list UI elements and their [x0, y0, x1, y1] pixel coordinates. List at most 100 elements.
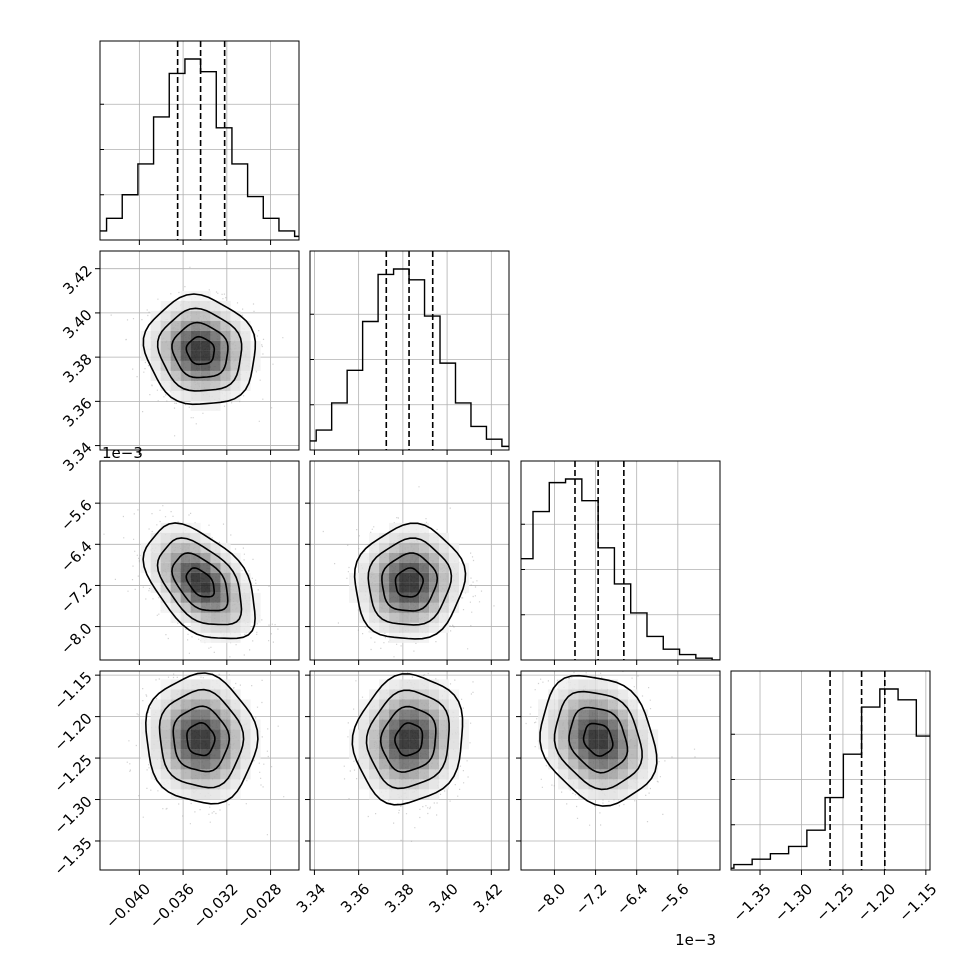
density-cell-3-2--4--1	[558, 729, 569, 740]
density-cell-2-1-2-4	[429, 622, 440, 633]
density-cell-2-1--3--5	[379, 532, 390, 543]
density-cell-2-1--1-4	[399, 622, 410, 633]
contour-3-2-3	[539, 674, 658, 807]
panel-2-2	[520, 460, 721, 665]
density-cell-3-1-2--3	[429, 709, 440, 720]
density-cell-3-2-3-1	[628, 749, 639, 760]
density-cell-3-0--2-3	[180, 769, 191, 780]
density-cell-3-1-0-5	[409, 789, 420, 800]
x-tick-label-1-3: 3.40	[425, 880, 461, 916]
density-cell-3-1--2-1	[389, 749, 400, 760]
density-cell-3-2-4-4	[638, 779, 649, 790]
density-cell-3-1-4-1	[449, 749, 460, 760]
density-cell-2-1--2--4	[389, 542, 400, 553]
contour-3-1-0	[394, 722, 424, 757]
density-cell-3-1--3-0	[379, 739, 390, 750]
density-cell-3-0-0-5	[200, 789, 211, 800]
density-cell-1-0-4--1	[240, 340, 251, 351]
density-cell-2-0-3-3	[230, 612, 241, 623]
density-cell-1-0--3-1	[170, 360, 181, 371]
density-cell-1-0-5-0	[250, 350, 261, 361]
density-cell-3-0--5--2	[150, 719, 161, 730]
density-cell-3-2--3--2	[568, 719, 579, 730]
axes-frame-2-1	[309, 460, 510, 661]
density-cell-3-0--5--1	[150, 729, 161, 740]
density-cell-3-0-2-2	[220, 759, 231, 770]
density-cell-3-0-2--6	[220, 679, 231, 690]
density-cell-2-1--4--2	[369, 562, 380, 573]
density-cell-3-2--1--1	[588, 729, 599, 740]
density-cell-3-0-0--1	[200, 729, 211, 740]
density-cell-1-0-1-4	[210, 390, 221, 401]
y-tick-label-3-0: −1.35	[50, 834, 95, 879]
y-tick-label-3-4: −1.15	[50, 668, 95, 713]
axes-frame-3-0	[99, 670, 300, 871]
y-tick-label-1-1: 3.36	[59, 394, 95, 430]
contour-3-2-1	[568, 706, 629, 774]
density-cell-3-2--2--6	[578, 679, 589, 690]
density-cell-3-0-3--4	[230, 699, 241, 710]
density-cell-2-1-0--4	[409, 542, 420, 553]
density-cell-2-0-0-1	[200, 592, 211, 603]
density-cell-3-1--1-0	[399, 739, 410, 750]
density-cell-3-2--1-2	[588, 759, 599, 770]
density-cell-3-0--5-3	[150, 769, 161, 780]
density-cell-2-0-0--2	[200, 562, 211, 573]
x-tick-label-2-2: −6.4	[613, 880, 651, 918]
density-cell-1-0--5-0	[150, 350, 161, 361]
density-cell-3-1-3--5	[439, 689, 450, 700]
density-cell-1-0--1--5	[190, 300, 201, 311]
density-cell-3-0--3--1	[170, 729, 181, 740]
density-cell-3-2--3--5	[568, 689, 579, 700]
density-cell-3-1--1-4	[399, 779, 410, 790]
density-cell-2-1--2--3	[389, 552, 400, 563]
density-cell-3-1--6-0	[349, 739, 360, 750]
density-cell-2-0-3-4	[230, 622, 241, 633]
x-tick-label-0-0: −0.040	[102, 880, 154, 932]
density-cell-3-1-1--3	[419, 709, 430, 720]
density-cell-3-0-1--6	[210, 679, 221, 690]
x-tick-label-1-1: 3.36	[337, 880, 373, 916]
density-cell-1-0--5--4	[150, 310, 161, 321]
contour-3-0-3	[144, 672, 259, 805]
density-cell-1-0--1--4	[190, 310, 201, 321]
density-cell-3-0-2--5	[220, 689, 231, 700]
density-cell-1-0-0-0	[200, 350, 211, 361]
density-cell-3-1-1--4	[419, 699, 430, 710]
density-cell-3-2--4--3	[558, 709, 569, 720]
density-cell-3-0-3--1	[230, 729, 241, 740]
density-cell-2-1-1--5	[419, 532, 430, 543]
density-cell-3-2--4--2	[558, 719, 569, 730]
axes-frame-1-1	[309, 250, 510, 451]
density-cell-2-1-3-2	[439, 602, 450, 613]
density-cell-3-2-0--1	[598, 729, 609, 740]
density-cell-1-0-0-4	[200, 390, 211, 401]
density-cell-3-0--1--5	[190, 689, 201, 700]
axes-frame-0-0	[99, 40, 300, 241]
density-cell-3-2-4--3	[638, 709, 649, 720]
density-cell-1-0--1--3	[190, 320, 201, 331]
density-cell-3-0--4--5	[160, 689, 171, 700]
contour-3-1-3	[351, 673, 464, 806]
density-cell-2-1--1-0	[399, 582, 410, 593]
density-cell-1-0--3-3	[170, 380, 181, 391]
density-cell-2-0--6--3	[140, 552, 151, 563]
histogram-0	[100, 58, 299, 240]
density-cell-2-1--3-2	[379, 602, 390, 613]
density-cell-1-0-0--1	[200, 340, 211, 351]
density-cell-2-1--3-3	[379, 612, 390, 623]
density-cell-2-1--3--2	[379, 562, 390, 573]
density-cell-3-2--5-0	[548, 739, 559, 750]
density-cell-3-2--2-1	[578, 749, 589, 760]
density-cell-3-2--3-4	[568, 779, 579, 790]
density-cell-1-0-4-0	[240, 350, 251, 361]
density-cell-1-0-0--4	[200, 310, 211, 321]
density-cell-1-0--1--6	[190, 290, 201, 301]
density-cell-3-1--2-2	[389, 759, 400, 770]
density-cell-2-1-0-2	[409, 602, 420, 613]
density-cell-3-1-4--2	[449, 719, 460, 730]
density-cell-3-0--1--1	[190, 729, 201, 740]
x-tick-label-3-2: −1.25	[812, 880, 857, 925]
density-cell-3-0-3--3	[230, 709, 241, 720]
